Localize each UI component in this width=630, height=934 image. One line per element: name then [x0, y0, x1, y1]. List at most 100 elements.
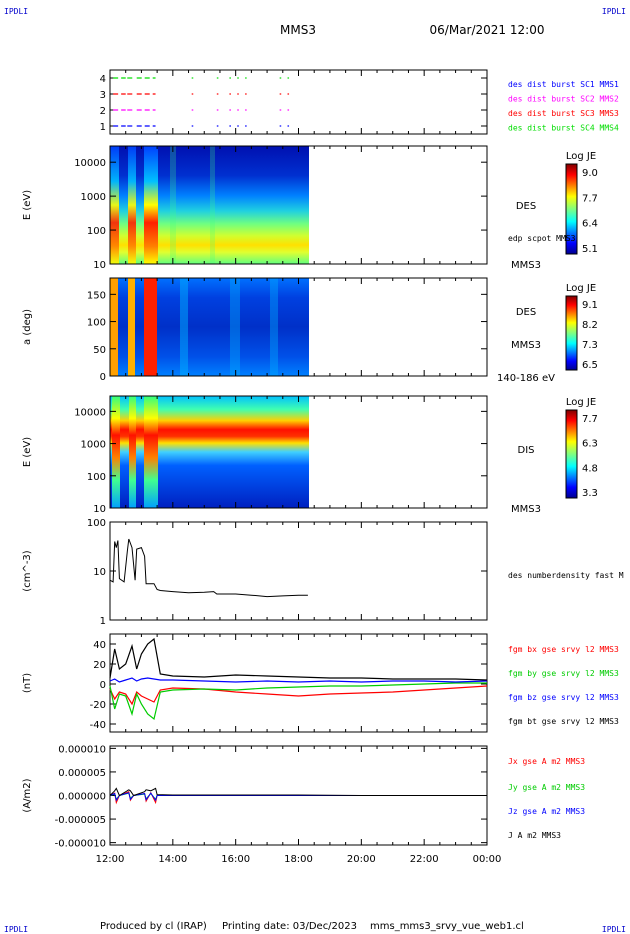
time-tick-label: 20:00: [347, 854, 376, 865]
dis-energy-colorbar: [565, 409, 578, 499]
panel-burst: 1 2 3 4 des dist burst SC1 MMS1 des dist burs…: [100, 69, 619, 135]
des-energy-colorbar-tick: 7.7: [582, 193, 598, 204]
bfield-ytick-label: 0: [100, 680, 106, 691]
bfield-ytick-label: 40: [93, 640, 106, 651]
bfield-ytick-label: -20: [90, 700, 106, 711]
dis-energy-spectrogram-base: [110, 396, 309, 508]
des-pitch-ytick-label: 0: [100, 372, 106, 383]
bfield-ytick-label: -40: [90, 720, 106, 731]
des-pitch-colorbar: [565, 295, 578, 371]
density-ytick-label: 10: [93, 567, 106, 578]
des-pitch-colorbar-tick: 6.5: [582, 360, 598, 371]
des-pitch-label: DES: [516, 307, 536, 318]
panel-current: -0.000010 -0.000005 0.000000 0.000005 0.0000…: [22, 744, 585, 849]
des-pitch-ylabel: a (deg): [22, 309, 33, 345]
des-pitch-ytick-label: 150: [87, 290, 106, 301]
dis-energy-colorbar-tick: 4.8: [582, 463, 598, 474]
des-energy-hot-band-2: [128, 146, 136, 264]
corner-label-bottom-right: IPDLI: [602, 925, 626, 934]
bfield-legend-entry: fgm bx gse srvy l2 MMS3: [508, 645, 619, 654]
des-pitch-streak-1: [180, 278, 188, 376]
des-energy-label: MMS3: [511, 260, 541, 271]
dis-energy-colorbar-title: Log JE: [566, 397, 596, 408]
bfield-legend-entry: fgm bt gse srvy l2 MMS3: [508, 717, 619, 726]
bfield-ytick-label: 20: [93, 660, 106, 671]
dis-energy-hot-band-3: [144, 396, 158, 508]
dis-energy-colorbar-tick: 3.3: [582, 488, 598, 499]
current-legend-entry: Jx gse A m2 MMS3: [508, 757, 585, 766]
des-energy-colorbar-title: Log JE: [566, 151, 596, 162]
des-pitch-band-1: [110, 278, 118, 376]
des-pitch-band-3: [144, 278, 157, 376]
time-tick-label: 00:00: [473, 854, 502, 865]
des-pitch-streak-3: [270, 278, 278, 376]
density-legend-entry: des numberdensity fast M: [508, 571, 624, 580]
dis-energy-ytick-label: 1000: [81, 440, 106, 451]
current-series-line: [109, 787, 487, 797]
panel-des-pitch: 0 50 100 150 a (deg) Log JE 9.1 8.2 7.3 6.5 DES MMS…: [22, 277, 598, 384]
current-ylabel: (A/m2): [22, 778, 33, 812]
des-energy-label: DES: [516, 201, 536, 212]
des-energy-ylabel: E (eV): [22, 190, 33, 220]
des-pitch-spectrogram-base: [110, 278, 309, 376]
footer-printing-date: Printing date: 03/Dec/2023: [222, 921, 357, 932]
burst-legend-entry: des dist burst SC1 MMS1: [508, 80, 619, 89]
dis-energy-ytick-label: 10000: [74, 407, 106, 418]
burst-ytick-label: 1: [100, 122, 106, 133]
des-energy-spectrogram-base: [110, 146, 309, 264]
time-tick-label: 12:00: [96, 854, 125, 865]
footer-produced-by: Produced by cl (IRAP): [100, 921, 207, 932]
dis-energy-ylabel: E (eV): [22, 437, 33, 467]
time-tick-label: 22:00: [410, 854, 439, 865]
bfield-frame: [109, 633, 488, 733]
des-energy-colorbar-tick: 6.4: [582, 219, 598, 230]
panel-bfield: -40 -20 0 20 40 (nT) fgm bx gse srvy l2 MMS3 fg…: [22, 633, 619, 733]
bfield-series-line: [109, 685, 488, 706]
density-ytick-label: 100: [87, 518, 106, 529]
dis-energy-label: DIS: [518, 445, 535, 456]
des-energy-ytick-label: 10000: [74, 158, 106, 169]
current-ytick-label: 0.000010: [58, 744, 106, 755]
des-energy-ytick-label: 100: [87, 226, 106, 237]
panel-des-energy: 10 100 1000 10000 E (eV) Log JE 9.0 7.7 6.4 5.1 DE…: [22, 145, 598, 271]
current-ytick-label: 0.000005: [58, 768, 106, 779]
burst-frame: [109, 69, 488, 135]
footer-filename: mms_mms3_srvy_vue_web1.cl: [370, 921, 524, 932]
dis-energy-ytick-label: 100: [87, 472, 106, 483]
time-tick-label: 18:00: [284, 854, 313, 865]
bfield-series-line: [109, 637, 488, 681]
des-pitch-colorbar-tick: 7.3: [582, 340, 598, 351]
des-energy-ytick-label: 1000: [81, 192, 106, 203]
bfield-legend-entry: fgm by gse srvy l2 MMS3: [508, 669, 619, 678]
burst-ytick-label: 4: [100, 74, 106, 85]
des-energy-colorbar: [565, 163, 578, 255]
des-pitch-band-2: [128, 278, 135, 376]
corner-label-bottom-left: IPDLI: [4, 925, 28, 934]
spacecraft-title: MMS3: [280, 23, 316, 37]
density-ytick-label: 1: [100, 616, 106, 627]
des-energy-ytick-label: 10: [93, 260, 106, 271]
time-axis: 12:00 14:00 16:00 18:00 20:00 22:00 00:00: [96, 854, 502, 865]
bfield-ylabel: (nT): [22, 673, 33, 693]
des-energy-colorbar-tick: 5.1: [582, 244, 598, 255]
des-pitch-streak-2: [230, 278, 240, 376]
time-tick-label: 16:00: [221, 854, 250, 865]
bfield-legend-entry: fgm bz gse srvy l2 MMS3: [508, 693, 619, 702]
density-frame: [109, 521, 488, 621]
des-energy-hot-band-3: [144, 146, 158, 264]
bfield-series-line: [109, 682, 487, 721]
des-energy-streak-2: [210, 146, 215, 264]
current-ytick-label: 0.000000: [58, 792, 106, 803]
panel-density: 1 10 100 (cm^-3) des numberdensity fast M: [22, 518, 624, 627]
dis-energy-label: MMS3: [511, 504, 541, 515]
des-pitch-ytick-label: 100: [87, 318, 106, 329]
current-series-line: [109, 791, 487, 805]
density-ylabel: (cm^-3): [22, 550, 33, 591]
burst-legend-entry: des dist burst SC2 MMS2: [508, 95, 619, 104]
current-ytick-label: -0.000005: [55, 815, 106, 826]
des-pitch-label: 140-186 eV: [497, 373, 555, 384]
des-energy-streak-1: [170, 146, 176, 264]
des-energy-colorbar-tick: 9.0: [582, 168, 598, 179]
des-pitch-colorbar-tick: 8.2: [582, 320, 598, 331]
